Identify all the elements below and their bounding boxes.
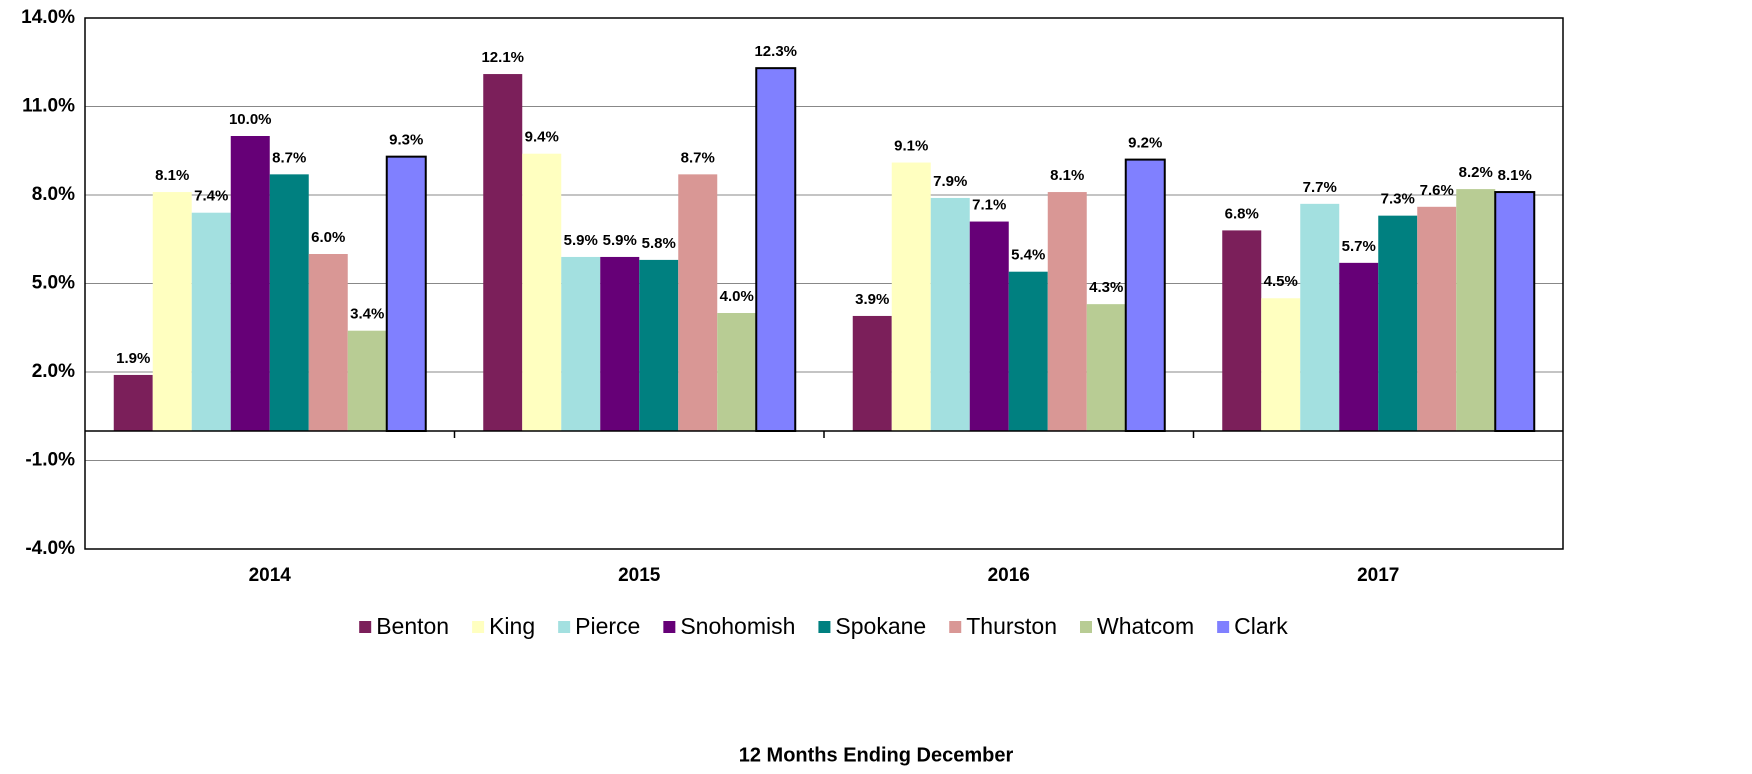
value-label: 8.1% xyxy=(1050,167,1084,184)
bar xyxy=(347,330,387,431)
legend-swatch xyxy=(818,621,831,633)
value-label: 8.1% xyxy=(1498,167,1532,184)
bar xyxy=(1300,203,1340,431)
bar xyxy=(969,221,1009,431)
value-label: 3.4% xyxy=(350,306,384,323)
y-tick-label: 11.0% xyxy=(22,96,75,117)
legend-label: Benton xyxy=(376,613,449,639)
bar xyxy=(852,315,892,431)
value-label: 1.9% xyxy=(116,350,150,367)
bar xyxy=(269,174,309,431)
y-tick-label: 14.0% xyxy=(21,7,75,28)
legend-swatch xyxy=(472,621,485,633)
legend-swatch xyxy=(1080,621,1092,633)
x-tick-label: 2016 xyxy=(988,565,1030,586)
legend-swatch xyxy=(663,621,676,633)
value-label: 7.1% xyxy=(972,197,1006,214)
bar xyxy=(1008,271,1048,431)
bar xyxy=(1261,298,1301,431)
bar xyxy=(1494,191,1536,432)
bar xyxy=(1086,304,1126,431)
bar xyxy=(930,197,970,431)
legend-label: Thurston xyxy=(966,613,1057,639)
value-label: 7.6% xyxy=(1420,182,1454,199)
value-label: 5.9% xyxy=(603,232,637,249)
value-label: 7.3% xyxy=(1381,191,1415,208)
value-label: 5.8% xyxy=(642,235,676,252)
value-label: 9.3% xyxy=(389,132,423,149)
value-label: 9.4% xyxy=(525,129,559,146)
bar xyxy=(678,174,718,431)
x-tick-label: 2014 xyxy=(249,565,292,586)
value-label: 7.7% xyxy=(1303,179,1337,196)
value-label: 4.5% xyxy=(1264,273,1298,290)
legend-label: Clark xyxy=(1234,613,1288,639)
legend-swatch xyxy=(949,621,962,633)
bar xyxy=(600,256,640,431)
value-label: 8.2% xyxy=(1459,164,1493,181)
value-label: 12.1% xyxy=(481,49,524,66)
bar xyxy=(1339,262,1379,431)
value-label: 4.3% xyxy=(1089,279,1123,296)
bar xyxy=(191,212,231,431)
value-label: 8.7% xyxy=(272,149,306,166)
bar xyxy=(639,259,679,431)
value-label: 6.8% xyxy=(1225,205,1259,222)
x-tick-label: 2017 xyxy=(1357,565,1399,586)
bar xyxy=(755,67,797,433)
y-tick-label: -1.0% xyxy=(25,450,75,471)
legend-swatch xyxy=(558,621,571,633)
bar xyxy=(385,155,427,432)
value-label: 5.9% xyxy=(564,232,598,249)
x-tick-label: 2015 xyxy=(618,565,661,586)
value-label: 8.1% xyxy=(155,167,189,184)
value-label: 12.3% xyxy=(754,43,797,60)
value-label: 7.9% xyxy=(933,173,967,190)
bar xyxy=(891,162,931,432)
legend-label: Snohomish xyxy=(680,613,795,639)
value-label: 5.4% xyxy=(1011,247,1045,264)
bar xyxy=(308,254,348,431)
y-tick-label: 5.0% xyxy=(32,273,75,294)
bar xyxy=(1378,215,1418,431)
value-label: 5.7% xyxy=(1342,238,1376,255)
value-label: 3.9% xyxy=(855,291,889,308)
bar xyxy=(1417,206,1457,431)
value-label: 4.0% xyxy=(720,288,754,305)
plot-frame xyxy=(84,17,1564,550)
bar xyxy=(1124,158,1166,432)
legend-label: Pierce xyxy=(575,613,640,639)
value-label: 9.1% xyxy=(894,138,928,155)
bar xyxy=(1047,192,1087,431)
bar xyxy=(483,74,523,432)
value-label: 9.2% xyxy=(1128,135,1162,152)
bar xyxy=(113,374,153,431)
legend-swatch xyxy=(1217,621,1230,633)
value-label: 8.7% xyxy=(681,149,715,166)
bar xyxy=(522,153,562,431)
legend-label: King xyxy=(489,613,535,639)
bar xyxy=(1456,189,1496,431)
bar xyxy=(1222,230,1262,431)
legend-label: Whatcom xyxy=(1097,613,1194,639)
y-tick-label: 8.0% xyxy=(32,184,75,205)
value-label: 10.0% xyxy=(229,111,272,128)
bar xyxy=(152,192,192,431)
x-axis-label: 12 Months Ending December xyxy=(739,744,1014,766)
y-tick-label: 2.0% xyxy=(32,361,75,382)
bar xyxy=(230,136,270,431)
bar xyxy=(717,313,757,431)
bar xyxy=(561,256,601,431)
value-label: 6.0% xyxy=(311,229,345,246)
legend-swatch xyxy=(359,621,372,633)
legend-label: Spokane xyxy=(835,613,926,639)
y-tick-label: -4.0% xyxy=(25,538,75,559)
value-label: 7.4% xyxy=(194,188,228,205)
